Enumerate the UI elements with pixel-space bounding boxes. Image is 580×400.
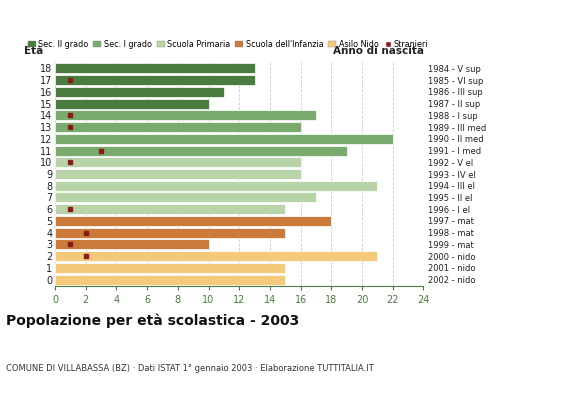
Bar bbox=[55, 204, 285, 214]
Text: COMUNE DI VILLABASSA (BZ) · Dati ISTAT 1° gennaio 2003 · Elaborazione TUTTITALIA: COMUNE DI VILLABASSA (BZ) · Dati ISTAT 1… bbox=[6, 364, 374, 373]
Bar bbox=[55, 239, 209, 249]
Bar bbox=[55, 99, 209, 109]
Bar bbox=[55, 110, 316, 120]
Bar bbox=[55, 192, 316, 202]
Bar bbox=[55, 64, 255, 74]
Bar bbox=[55, 216, 331, 226]
Bar bbox=[55, 274, 285, 284]
Text: Età: Età bbox=[24, 46, 43, 56]
Bar bbox=[55, 87, 224, 97]
Legend: Sec. II grado, Sec. I grado, Scuola Primaria, Scuola dell'Infanzia, Asilo Nido, : Sec. II grado, Sec. I grado, Scuola Prim… bbox=[28, 40, 429, 49]
Bar bbox=[55, 181, 378, 191]
Bar bbox=[55, 263, 285, 273]
Bar bbox=[55, 122, 300, 132]
Bar bbox=[55, 169, 300, 179]
Text: Popolazione per età scolastica - 2003: Popolazione per età scolastica - 2003 bbox=[6, 314, 299, 328]
Bar bbox=[55, 134, 393, 144]
Bar bbox=[55, 157, 300, 167]
Bar bbox=[55, 251, 378, 261]
Bar bbox=[55, 228, 285, 238]
Bar bbox=[55, 146, 347, 156]
Bar bbox=[55, 75, 255, 85]
Text: Anno di nascita: Anno di nascita bbox=[333, 46, 424, 56]
